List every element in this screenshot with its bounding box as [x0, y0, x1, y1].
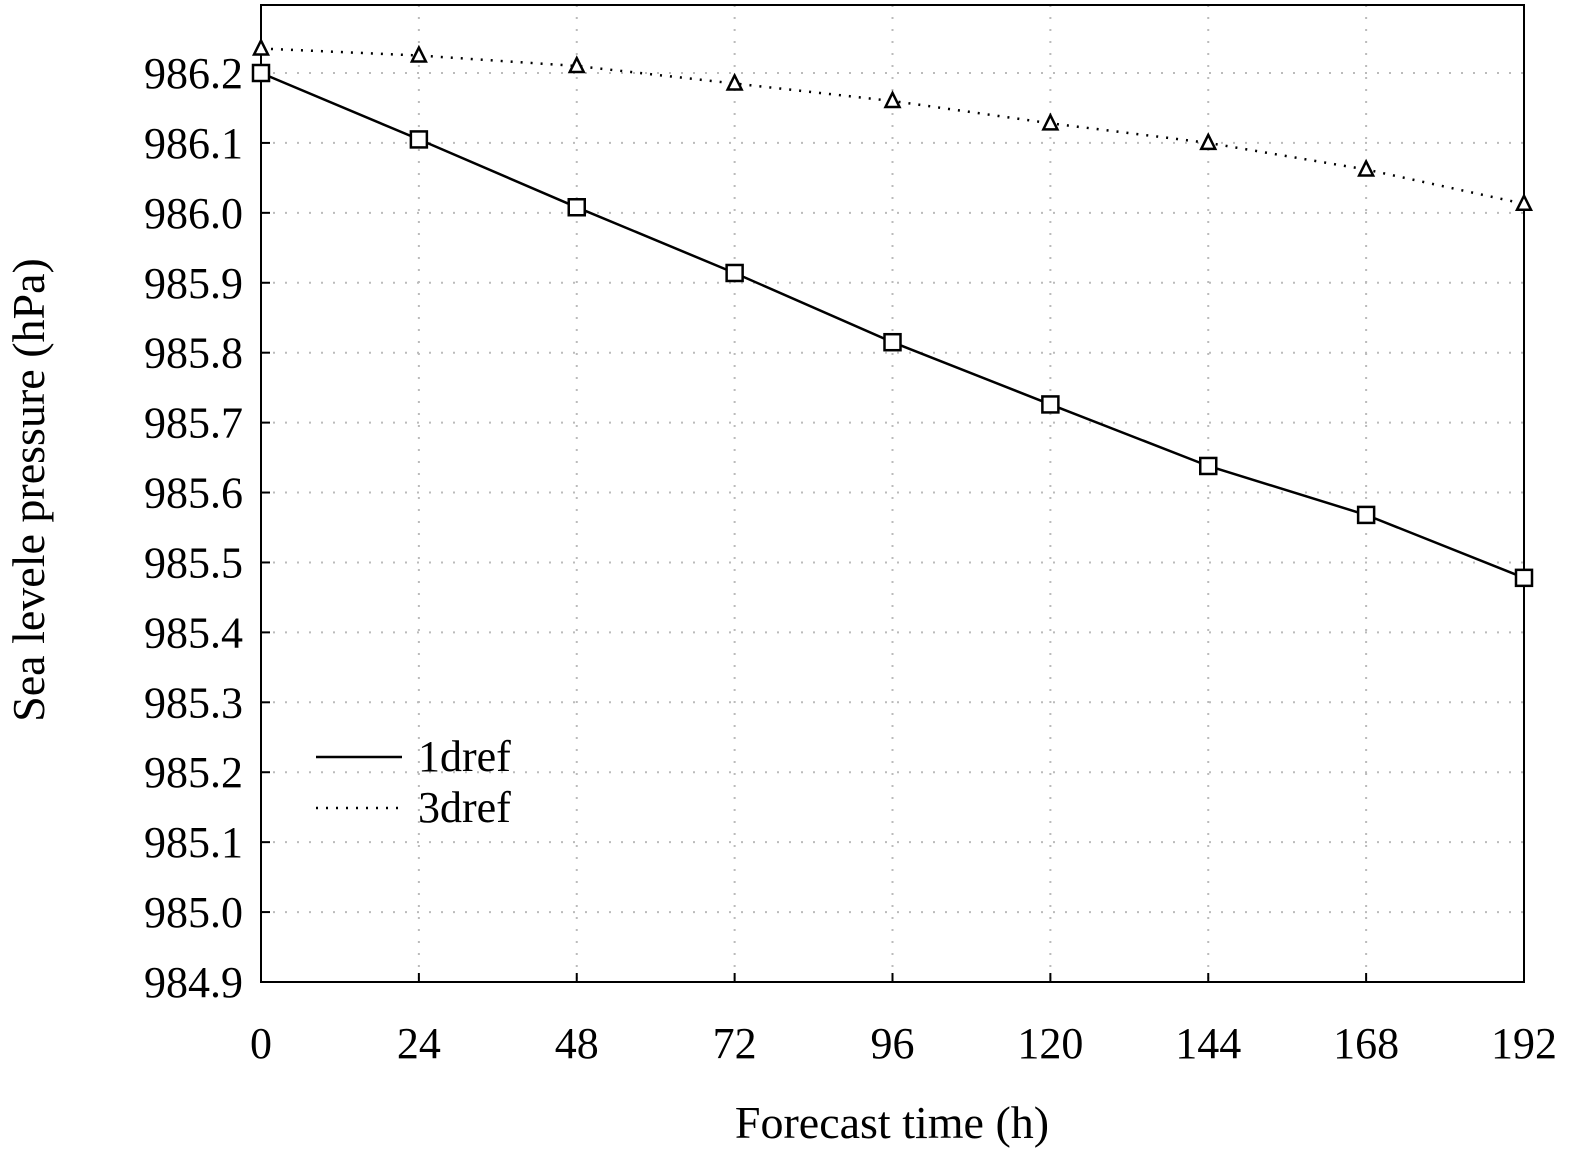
y-tick-label: 984.9 — [144, 958, 243, 1007]
y-tick-label: 985.8 — [144, 329, 243, 378]
point-3dref — [1041, 112, 1060, 131]
point-3dref — [567, 55, 586, 74]
point-1dref — [567, 198, 586, 217]
series-line-3dref — [260, 47, 1525, 206]
y-tick-label: 985.7 — [144, 399, 243, 448]
point-3dref — [251, 37, 271, 56]
point-1dref — [1199, 456, 1218, 476]
point-3dref — [725, 72, 744, 91]
point-3dref — [1357, 158, 1376, 177]
legend: 1dref 3dref — [316, 732, 511, 832]
legend-label-3dref: 3dref — [418, 783, 511, 832]
x-tick-label: 192 — [1491, 1019, 1557, 1068]
x-tick-label: 24 — [397, 1019, 441, 1068]
y-tick-label: 985.2 — [144, 748, 243, 797]
x-tick-label: 120 — [1017, 1019, 1083, 1068]
y-tick-label: 985.1 — [144, 818, 243, 867]
point-1dref — [251, 63, 271, 83]
point-1dref — [1041, 395, 1060, 414]
y-tick-label: 985.3 — [144, 678, 243, 727]
series-layer — [251, 37, 1534, 588]
x-tick-label: 96 — [871, 1019, 915, 1068]
point-1dref — [725, 263, 744, 283]
x-tick-label: 144 — [1175, 1019, 1241, 1068]
series-line-1dref — [260, 71, 1525, 579]
y-tick-label: 986.1 — [144, 119, 243, 168]
point-1dref — [883, 332, 902, 352]
y-tick-label: 985.5 — [144, 538, 243, 587]
x-tick-label: 0 — [250, 1019, 272, 1068]
y-tick-label: 986.0 — [144, 189, 243, 238]
y-axis-title: Sea levele pressure (hPa) — [3, 258, 54, 722]
x-tick-label: 168 — [1333, 1019, 1399, 1068]
y-tick-label: 985.0 — [144, 888, 243, 937]
point-3dref — [1514, 192, 1534, 212]
point-3dref — [409, 44, 428, 63]
y-tick-label: 985.6 — [144, 469, 243, 518]
x-tick-label: 72 — [713, 1019, 757, 1068]
point-3dref — [1199, 132, 1218, 151]
y-tick-label: 985.4 — [144, 608, 243, 657]
point-1dref — [1514, 568, 1534, 588]
x-tick-label: 48 — [555, 1019, 599, 1068]
x-axis: 0 24 48 72 96 120 144 168 192 — [250, 973, 1557, 1068]
point-1dref — [1356, 505, 1376, 525]
point-1dref — [409, 130, 429, 149]
y-tick-label: 986.2 — [144, 49, 243, 98]
y-tick-label: 985.9 — [144, 259, 243, 308]
point-3dref — [883, 90, 902, 109]
legend-label-1dref: 1dref — [418, 732, 511, 781]
x-axis-title: Forecast time (h) — [735, 1097, 1049, 1148]
y-axis: 986.2 986.1 986.0 985.9 985.8 985.7 985.6 985.5… — [144, 49, 270, 1007]
plot-frame — [260, 4, 1525, 983]
grid — [261, 5, 1524, 982]
